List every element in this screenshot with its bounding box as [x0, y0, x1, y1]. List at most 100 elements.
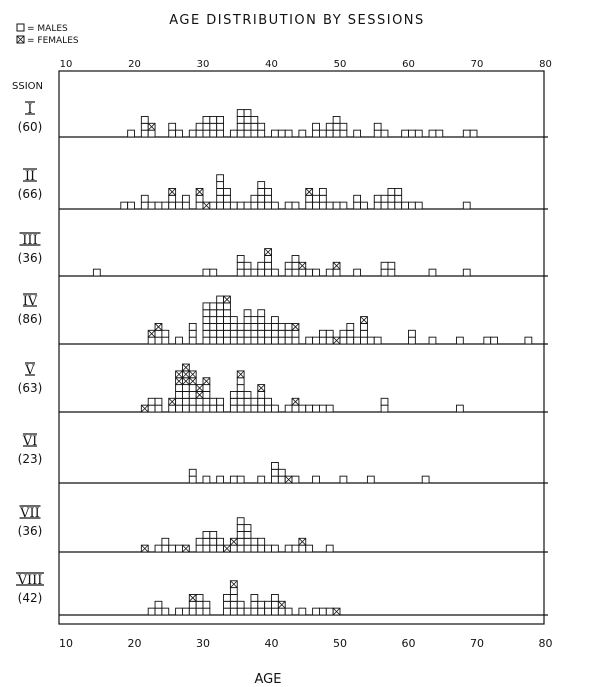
person-square	[168, 122, 177, 131]
male-square	[236, 129, 245, 138]
person-square	[161, 537, 170, 546]
male-square	[325, 129, 334, 138]
male-square	[435, 129, 444, 138]
male-square	[271, 594, 279, 602]
female-cross	[332, 262, 341, 270]
male-square	[229, 323, 238, 331]
male-square	[305, 336, 314, 345]
person-square	[305, 201, 314, 210]
person-square	[264, 600, 272, 609]
person-square	[291, 544, 300, 553]
female-cross	[230, 538, 238, 546]
male-square	[257, 129, 266, 138]
male-square	[257, 475, 266, 484]
person-square	[250, 323, 259, 331]
female-square	[188, 594, 197, 602]
female-square	[202, 377, 211, 386]
person-square	[209, 201, 218, 210]
person-square	[202, 384, 211, 392]
person-square	[209, 404, 218, 413]
male-square	[202, 316, 211, 324]
person-square	[216, 295, 224, 304]
male-square	[387, 194, 396, 203]
person-square	[250, 316, 259, 324]
male-square	[188, 391, 197, 399]
person-square	[284, 329, 293, 338]
person-square	[277, 129, 286, 138]
male-square	[360, 323, 368, 331]
male-square	[284, 336, 293, 345]
male-square	[236, 475, 245, 484]
male-square	[243, 201, 252, 210]
tick-label-top-70: 70	[471, 59, 484, 70]
person-square	[127, 201, 135, 210]
person-square	[216, 122, 224, 131]
session-total: (36)	[18, 251, 43, 265]
male-square	[250, 115, 259, 124]
male-square	[154, 329, 163, 338]
person-square	[257, 316, 266, 324]
person-square	[229, 475, 238, 484]
male-square	[209, 537, 218, 546]
person-square	[394, 201, 403, 210]
female-cross	[298, 262, 307, 270]
female-square	[360, 316, 368, 324]
person-square	[250, 607, 259, 616]
person-square	[229, 397, 238, 406]
male-square	[408, 201, 416, 210]
female-cross	[175, 377, 183, 385]
legend: = MALES = FEMALES	[16, 23, 79, 46]
person-square	[339, 122, 348, 131]
person-square	[202, 537, 211, 546]
female-square	[188, 377, 197, 386]
female-square	[332, 336, 341, 345]
person-square	[387, 201, 396, 210]
person-square	[209, 544, 218, 553]
person-square	[236, 397, 245, 406]
tick-label-top-50: 50	[334, 59, 347, 70]
male-square	[380, 129, 389, 138]
male-square	[209, 404, 218, 413]
person-square	[229, 587, 238, 595]
person-square	[195, 600, 204, 609]
male-square	[216, 397, 224, 406]
person-square	[373, 122, 382, 131]
person-square	[188, 475, 197, 484]
male-square	[353, 129, 362, 138]
male-square	[284, 607, 293, 616]
person-square	[271, 336, 279, 345]
person-square	[216, 302, 224, 311]
male-square	[264, 187, 272, 196]
male-square	[236, 531, 245, 539]
male-square	[271, 336, 279, 345]
male-square	[209, 329, 218, 338]
person-square	[401, 201, 409, 210]
person-square	[236, 201, 245, 210]
person-square	[181, 194, 190, 203]
person-square	[366, 475, 375, 484]
male-square	[216, 336, 224, 345]
person-square	[250, 404, 259, 413]
person-square	[257, 309, 266, 318]
male-square	[387, 187, 396, 196]
male-square	[243, 544, 252, 553]
male-square	[195, 129, 204, 138]
person-square	[175, 201, 183, 210]
male-square	[154, 607, 163, 616]
person-square	[257, 397, 266, 406]
male-square	[319, 329, 327, 338]
male-square	[236, 323, 245, 331]
person-square	[291, 475, 300, 484]
male-square	[428, 336, 437, 345]
person-square	[243, 544, 252, 553]
person-square	[202, 336, 211, 345]
male-square	[223, 316, 231, 324]
person-square	[339, 475, 348, 484]
male-square	[250, 201, 259, 210]
male-square	[236, 607, 245, 616]
male-square	[360, 201, 368, 210]
session-numeral: I	[27, 102, 32, 117]
male-square	[229, 544, 238, 553]
male-square	[202, 384, 211, 392]
male-square	[250, 404, 259, 413]
